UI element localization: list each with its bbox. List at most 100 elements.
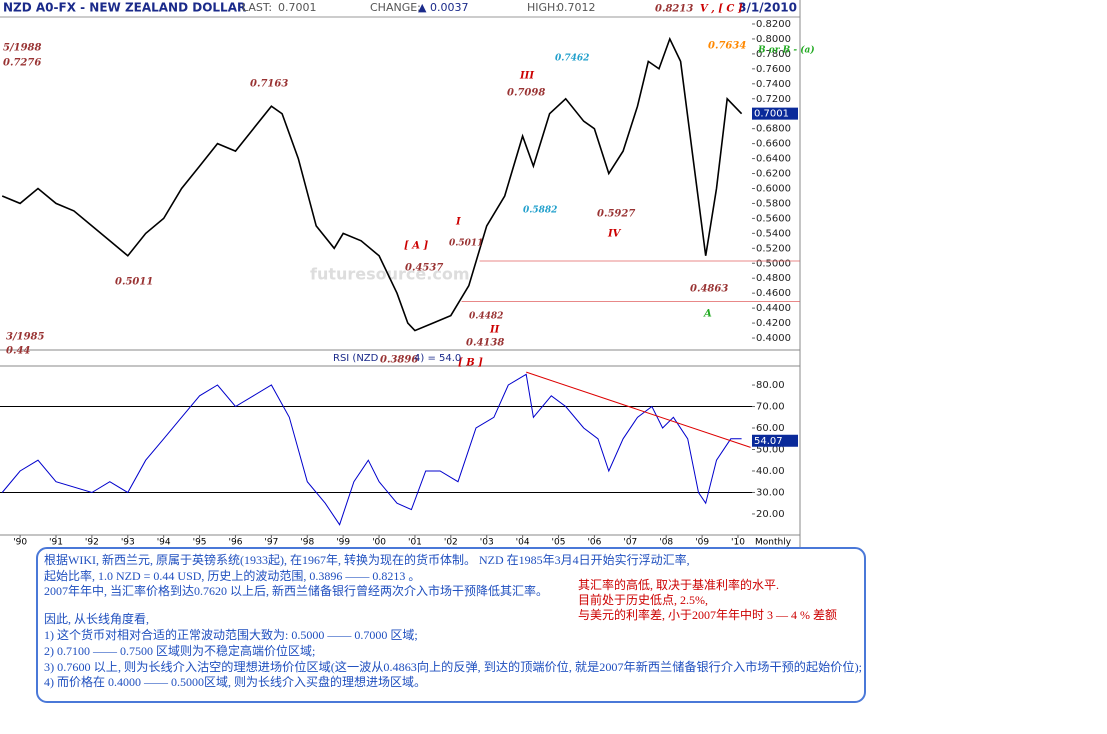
annotation: 3/1985 xyxy=(6,332,44,343)
x-tick-label: '03 xyxy=(480,538,494,548)
annotation: 0.5882 xyxy=(523,206,557,216)
annotation: 0.5011 xyxy=(115,277,153,288)
annotation: 0.4138 xyxy=(466,338,504,349)
annotation: III xyxy=(519,71,534,82)
x-tick-label: '10 xyxy=(731,538,745,548)
y-tick-label: 0.4200 xyxy=(756,318,791,329)
x-tick-label: '04 xyxy=(516,538,530,548)
y-tick-label: 0.5600 xyxy=(756,213,791,224)
annotation: B or B - (a) xyxy=(757,45,815,56)
y-tick-label: 0.6600 xyxy=(756,139,791,150)
annotation: 0.4537 xyxy=(405,263,443,274)
annotation: 0.7276 xyxy=(3,58,41,69)
x-tick-label: '98 xyxy=(300,538,314,548)
side-note: 目前处于历史低点, 2.5%, xyxy=(578,592,708,607)
last-value-label: 54.07 xyxy=(754,436,783,447)
annotation: V , [ C ] xyxy=(700,4,743,15)
date: 3/1/2010 xyxy=(738,1,797,15)
y-tick-label: 40.00 xyxy=(756,466,785,477)
x-tick-label: '96 xyxy=(229,538,243,548)
note-line: 4) 而价格在 0.4000 —— 0.5000区域, 则为长线介入买盘的理想进… xyxy=(44,674,426,689)
y-tick-label: 30.00 xyxy=(756,487,785,498)
change-label: CHANGE: xyxy=(370,1,421,14)
x-tick-label: '91 xyxy=(49,538,63,548)
annotation: I xyxy=(455,217,461,228)
trend-line xyxy=(526,371,751,448)
period-label: Monthly xyxy=(755,538,792,548)
y-tick-label: 20.00 xyxy=(756,509,785,520)
annotation: 0.4482 xyxy=(469,312,503,322)
x-tick-label: '09 xyxy=(695,538,709,548)
symbol: NZD A0-FX - NEW ZEALAND DOLLAR xyxy=(3,1,246,15)
y-tick-label: 0.6400 xyxy=(756,154,791,165)
x-tick-label: '01 xyxy=(408,538,422,548)
last-value: 0.7001 xyxy=(278,1,317,14)
annotation: [ B ] xyxy=(458,358,483,369)
annotation: 0.7098 xyxy=(507,88,545,99)
x-tick-label: '02 xyxy=(444,538,458,548)
x-tick-label: '07 xyxy=(623,538,637,548)
last-value-box xyxy=(752,107,798,120)
y-tick-label: 0.7400 xyxy=(756,79,791,90)
y-tick-label: 0.7600 xyxy=(756,64,791,75)
annotation: 0.44 xyxy=(6,346,30,357)
high-value: 0.7012 xyxy=(557,1,596,14)
note-line: 因此, 从长线角度看, xyxy=(44,611,149,626)
y-tick-label: 0.5200 xyxy=(756,243,791,254)
price-line xyxy=(1,373,742,526)
panel-reading: 4) = 54.0 xyxy=(414,353,461,364)
side-note: 与美元的利率差, 小于2007年年中时 3 — 4 % 差额 xyxy=(578,607,837,622)
plot: 0.4000 0.4200 0.4400 0.4600 0.4800 0.5000 0.52… xyxy=(0,4,862,689)
x-tick-label: '00 xyxy=(372,538,386,548)
high-label: HIGH: xyxy=(527,1,559,14)
annotation: 0.7634 xyxy=(708,41,746,52)
y-tick-label: 0.4000 xyxy=(756,333,791,344)
annotation: IV xyxy=(607,229,622,240)
y-tick-label: 0.8200 xyxy=(756,19,791,30)
annotation: A xyxy=(703,309,712,320)
annotation: 0.5927 xyxy=(597,209,635,220)
annotation: 0.3896 xyxy=(380,355,418,366)
x-tick-label: '06 xyxy=(587,538,601,548)
y-tick-label: 0.8000 xyxy=(756,34,791,45)
x-tick-label: '97 xyxy=(264,538,278,548)
x-tick-label: '95 xyxy=(193,538,207,548)
note-line: 1) 这个货币对相对合适的正常波动范围大致为: 0.5000 —— 0.7000… xyxy=(44,627,418,642)
y-tick-label: 70.00 xyxy=(756,402,785,413)
y-tick-label: 0.6000 xyxy=(756,183,791,194)
note-line: 2007年年中, 当汇率价格到达0.7620 以上后, 新西兰储备银行曾经两次介… xyxy=(44,583,548,598)
y-tick-label: 0.7800 xyxy=(756,49,791,60)
y-tick-label: 0.6200 xyxy=(756,169,791,180)
last-value-box xyxy=(752,434,798,447)
x-tick-label: '94 xyxy=(157,538,171,548)
y-tick-label: 0.7200 xyxy=(756,94,791,105)
x-tick-label: '90 xyxy=(13,538,27,548)
y-tick-label: 0.5400 xyxy=(756,228,791,239)
y-tick-label: 0.5000 xyxy=(756,258,791,269)
annotation: 0.7462 xyxy=(555,54,589,64)
note-line: 起始比率, 1.0 NZD = 0.44 USD, 历史上的波动范围, 0.38… xyxy=(44,568,420,583)
y-tick-label: 80.00 xyxy=(756,380,785,391)
annotation: 0.5011 xyxy=(449,239,483,249)
side-note: 其汇率的高低, 取决于基准利率的水平. xyxy=(578,577,779,592)
last-value-label: 0.7001 xyxy=(754,109,789,120)
annotation: [ A ] xyxy=(404,241,428,252)
y-tick-label: 0.4600 xyxy=(756,288,791,299)
y-tick-label: 0.5800 xyxy=(756,198,791,209)
price-line xyxy=(1,36,743,332)
y-tick-label: 0.4400 xyxy=(756,303,791,314)
note-line: 3) 0.7600 以上, 则为长线介入沽空的理想进场价位区域(这一波从0.48… xyxy=(44,659,862,674)
annotation: 0.8213 xyxy=(655,4,693,15)
note-line: 2) 0.7100 —— 0.7500 区域则为不稳定高端价位区域; xyxy=(44,643,315,658)
x-tick-label: '05 xyxy=(552,538,566,548)
x-tick-label: '92 xyxy=(85,538,99,548)
y-tick-label: 0.4800 xyxy=(756,273,791,284)
y-tick-label: 60.00 xyxy=(756,423,785,434)
x-tick-label: '93 xyxy=(121,538,135,548)
x-tick-label: '08 xyxy=(659,538,673,548)
annotation: 0.7163 xyxy=(250,79,288,90)
x-tick-label: '99 xyxy=(336,538,350,548)
annotation: 0.4863 xyxy=(690,284,728,295)
